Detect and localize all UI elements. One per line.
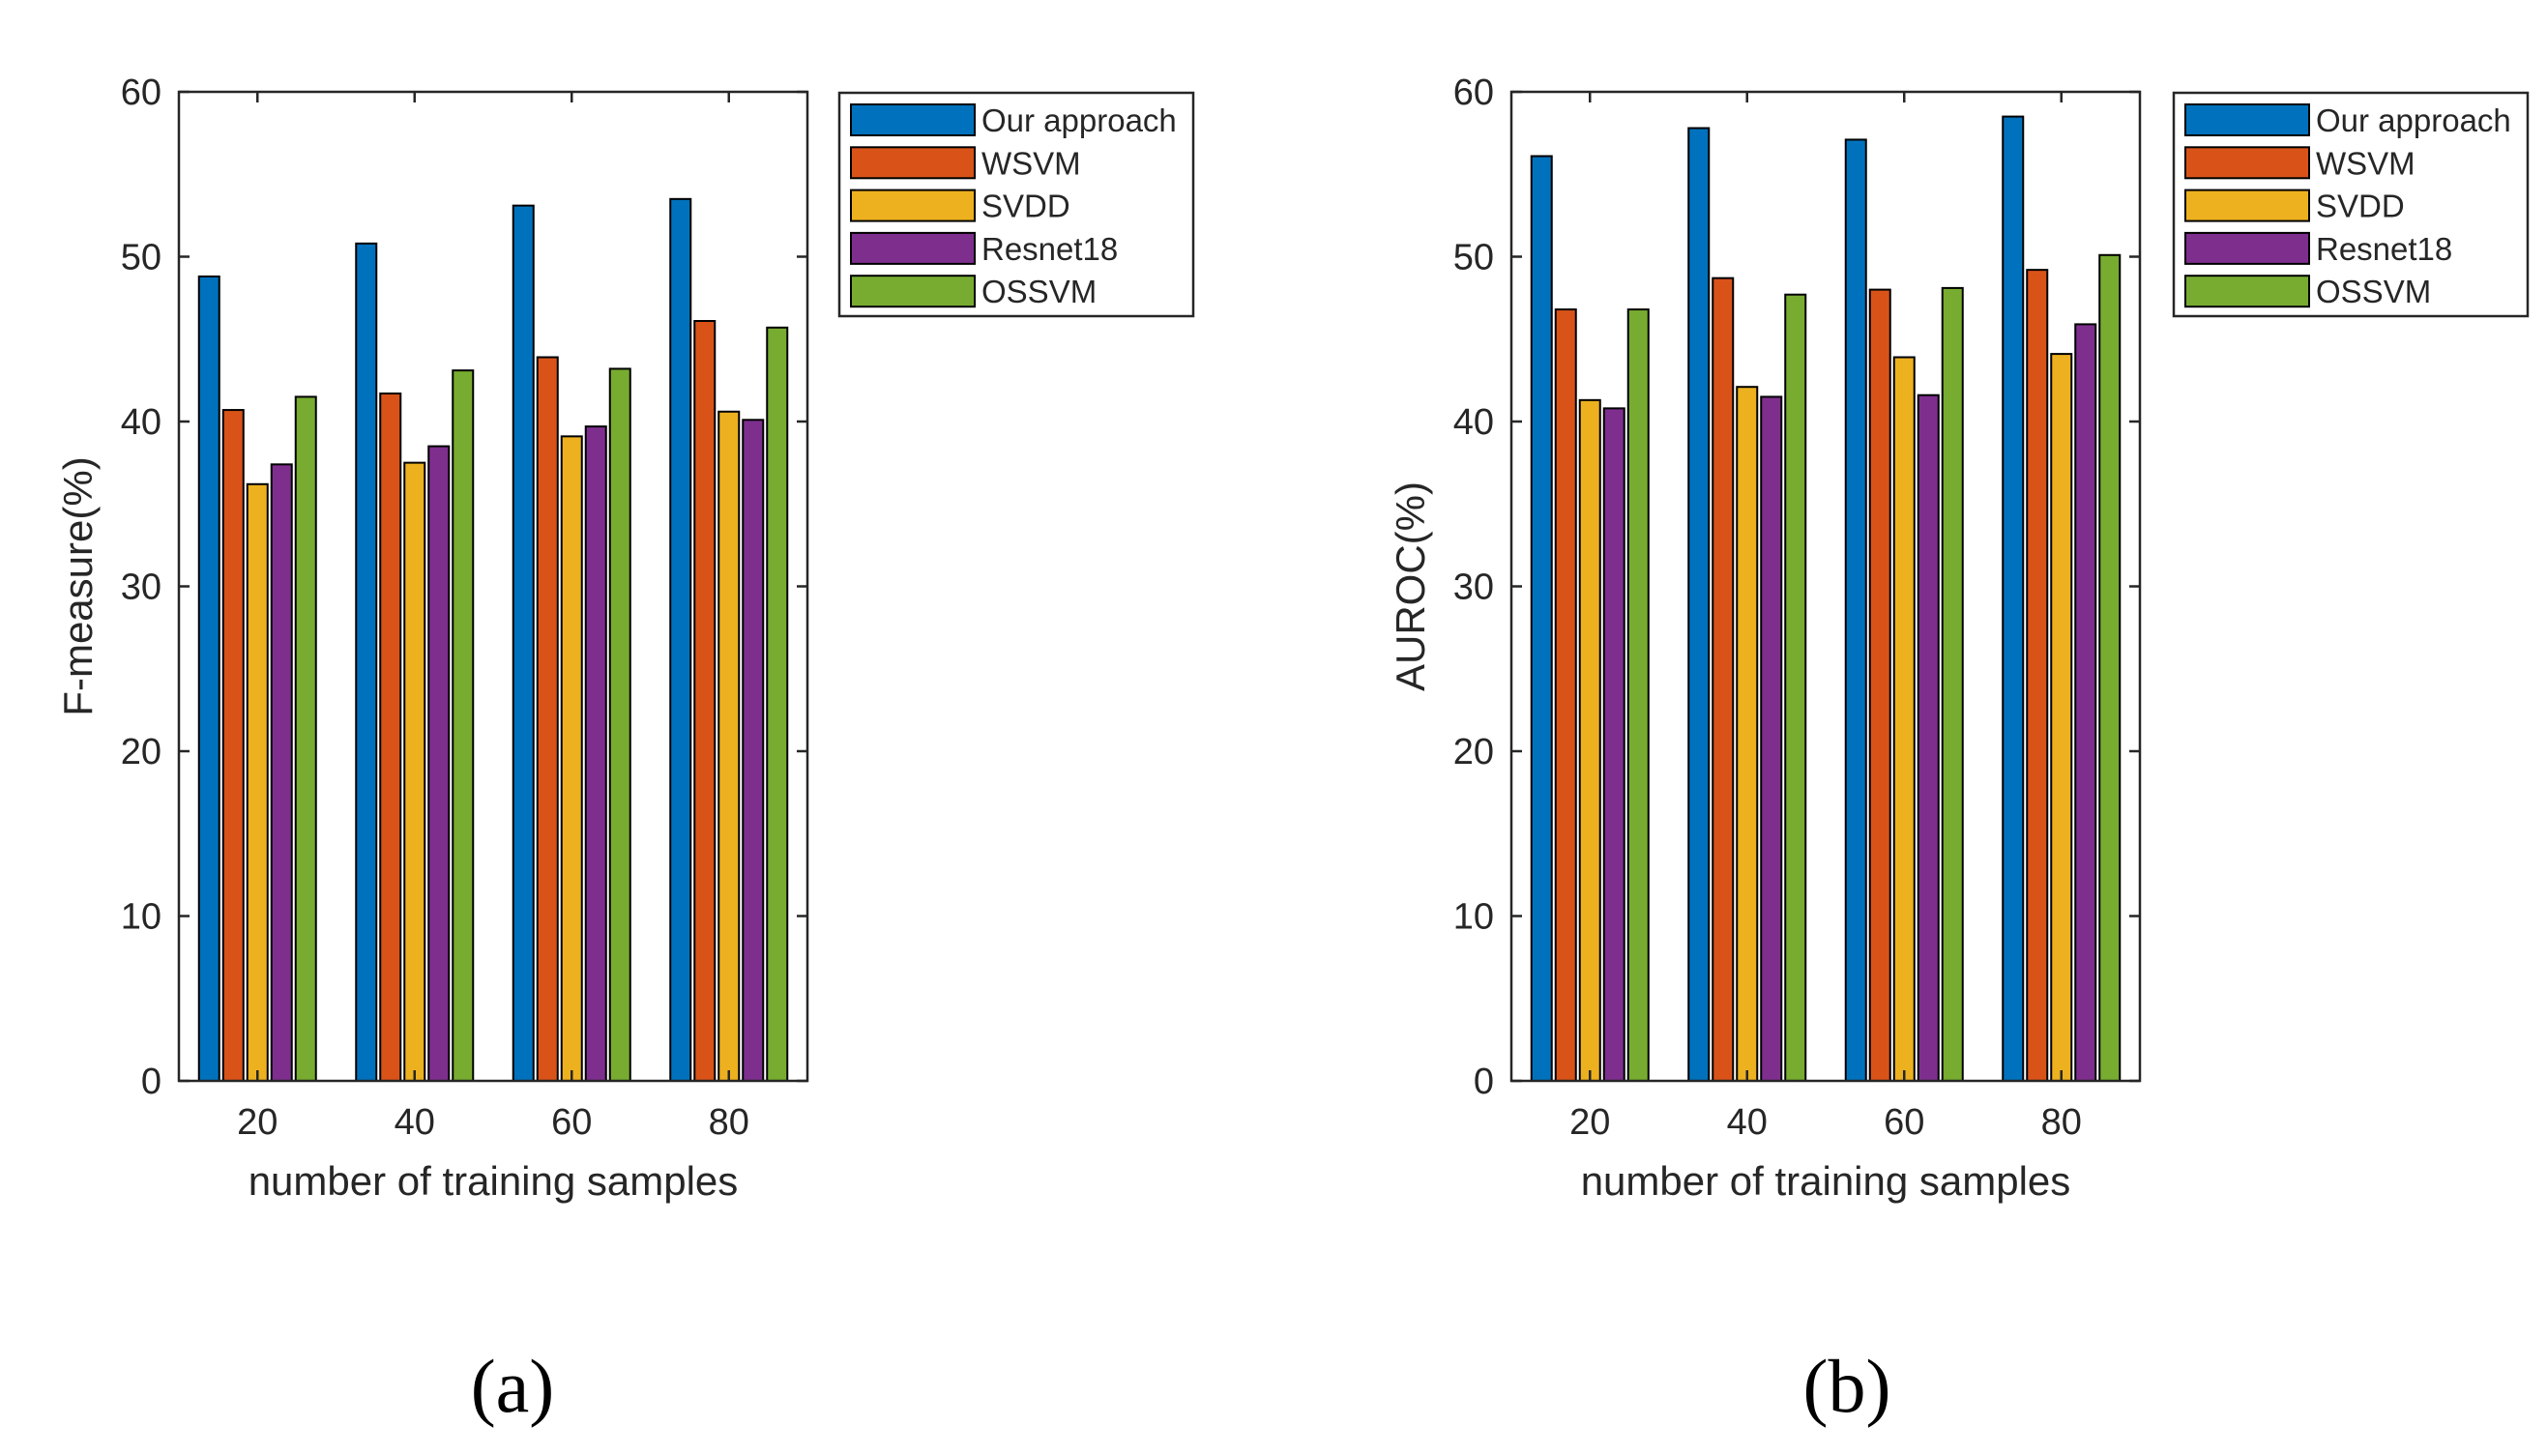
x-tick-label: 40 [1727, 1102, 1768, 1143]
bar-ossvm-80 [766, 326, 789, 1082]
x-tick-label: 40 [395, 1102, 435, 1143]
x-tick-label: 20 [1569, 1102, 1610, 1143]
y-tick-label: 10 [1453, 897, 1494, 938]
legend-swatch-svdd [2184, 189, 2310, 222]
bar-our-approach-20 [1530, 155, 1553, 1082]
y-axis-label: AUROC(%) [1388, 481, 1433, 691]
legend-swatch-our-approach [2184, 103, 2310, 136]
bar-our-approach-40 [355, 242, 378, 1083]
bar-svdd-20 [1578, 398, 1601, 1082]
bar-resnet18-80 [2074, 323, 2097, 1082]
bar-wsvm-80 [693, 319, 717, 1082]
bar-resnet18-40 [427, 445, 451, 1082]
bar-our-approach-20 [197, 275, 220, 1082]
x-tick-label: 60 [551, 1102, 592, 1143]
legend-label: Resnet18 [981, 231, 1118, 267]
y-tick-label: 0 [141, 1062, 161, 1102]
x-tick-label: 60 [1884, 1102, 1924, 1143]
bar-wsvm-60 [1868, 288, 1891, 1083]
bar-svdd-80 [2050, 353, 2073, 1083]
legend-label: WSVM [981, 145, 1081, 181]
bar-ossvm-20 [294, 395, 317, 1082]
y-tick-label: 40 [121, 402, 161, 443]
legend-swatch-resnet18 [850, 231, 976, 265]
legend-label: WSVM [2316, 145, 2415, 181]
x-tick-label: 80 [709, 1102, 749, 1143]
legend-label: SVDD [981, 189, 1070, 224]
legend-label: SVDD [2316, 189, 2405, 224]
bar-ossvm-20 [1626, 308, 1650, 1082]
legend-swatch-ossvm [2184, 275, 2310, 308]
legend-label: OSSVM [981, 274, 1097, 309]
y-tick-label: 0 [1474, 1062, 1494, 1102]
bar-resnet18-80 [742, 419, 765, 1083]
bar-wsvm-60 [536, 356, 559, 1082]
bar-svdd-40 [1736, 386, 1759, 1082]
y-tick-label: 60 [1453, 73, 1494, 113]
legend: Our approach WSVM SVDD Resnet18 OSSVM [837, 91, 1195, 318]
bar-svdd-80 [717, 410, 741, 1082]
bar-our-approach-60 [1844, 138, 1867, 1082]
legend-swatch-resnet18 [2184, 231, 2310, 265]
bar-resnet18-40 [1760, 395, 1783, 1082]
x-axis-label: number of training samples [249, 1158, 739, 1204]
legend-label: Resnet18 [2316, 231, 2452, 267]
y-axis-label: F-measure(%) [55, 456, 101, 715]
y-tick-label: 30 [121, 568, 161, 608]
bar-ossvm-40 [1784, 293, 1807, 1082]
legend: Our approach WSVM SVDD Resnet18 OSSVM [2172, 91, 2530, 318]
y-tick-label: 30 [1453, 568, 1494, 608]
bar-ossvm-60 [608, 367, 631, 1082]
bar-our-approach-80 [2002, 115, 2025, 1082]
bar-svdd-20 [246, 482, 269, 1083]
bar-svdd-40 [403, 461, 426, 1082]
y-tick-label: 50 [1453, 238, 1494, 278]
bar-our-approach-80 [669, 197, 692, 1082]
y-tick-label: 60 [121, 73, 161, 113]
panel-label: (a) [471, 1344, 555, 1428]
bar-our-approach-40 [1687, 127, 1711, 1082]
bar-resnet18-60 [584, 425, 607, 1082]
bar-svdd-60 [560, 435, 583, 1083]
bar-ossvm-40 [452, 369, 475, 1082]
legend-label: Our approach [981, 102, 1177, 138]
bar-wsvm-40 [1712, 277, 1735, 1083]
legend-swatch-our-approach [850, 103, 976, 136]
bar-our-approach-60 [512, 204, 535, 1082]
y-tick-label: 10 [121, 897, 161, 938]
legend-swatch-wsvm [850, 146, 976, 180]
bar-resnet18-20 [1602, 407, 1625, 1082]
chart-panel-0: 0 10 20 30 40 50 60 20 40 60 80 number of training … [55, 73, 1195, 1428]
legend-swatch-wsvm [2184, 146, 2310, 180]
bar-wsvm-40 [379, 393, 402, 1082]
y-tick-label: 40 [1453, 402, 1494, 443]
x-axis-label: number of training samples [1581, 1158, 2071, 1204]
y-tick-label: 20 [121, 732, 161, 772]
bar-resnet18-60 [1917, 393, 1940, 1083]
x-tick-label: 20 [237, 1102, 278, 1143]
legend-label: OSSVM [2316, 274, 2431, 309]
bar-wsvm-20 [1554, 308, 1577, 1082]
legend-label: Our approach [2316, 102, 2511, 138]
y-tick-label: 20 [1453, 732, 1494, 772]
bar-svdd-60 [1892, 356, 1916, 1082]
chart-panel-1: 0 10 20 30 40 50 60 20 40 60 80 number of training … [1388, 73, 2530, 1428]
bar-wsvm-20 [221, 409, 245, 1082]
legend-swatch-ossvm [850, 275, 976, 308]
legend-swatch-svdd [850, 189, 976, 222]
bar-ossvm-80 [2098, 253, 2122, 1083]
x-tick-label: 80 [2041, 1102, 2082, 1143]
bar-ossvm-60 [1941, 286, 1964, 1082]
panel-label: (b) [1803, 1344, 1891, 1428]
bar-resnet18-20 [270, 463, 293, 1082]
y-tick-label: 50 [121, 238, 161, 278]
bar-wsvm-80 [2026, 269, 2049, 1082]
